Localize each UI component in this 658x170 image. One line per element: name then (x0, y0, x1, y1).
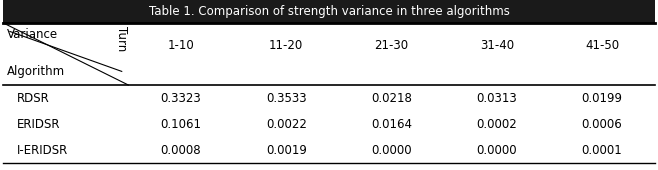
Text: 0.0000: 0.0000 (476, 144, 517, 157)
Text: 0.0000: 0.0000 (371, 144, 412, 157)
Text: 21-30: 21-30 (374, 39, 409, 52)
Text: I-ERIDSR: I-ERIDSR (16, 144, 68, 157)
Text: 0.3323: 0.3323 (161, 91, 201, 105)
Text: ERIDSR: ERIDSR (16, 118, 60, 131)
Text: 0.0313: 0.0313 (476, 91, 517, 105)
Text: 31-40: 31-40 (480, 39, 514, 52)
Text: 0.0006: 0.0006 (582, 118, 622, 131)
Text: Variance: Variance (7, 28, 58, 41)
Text: 0.3533: 0.3533 (266, 91, 307, 105)
Text: Table 1. Comparison of strength variance in three algorithms: Table 1. Comparison of strength variance… (149, 5, 509, 18)
Text: Turn: Turn (115, 26, 128, 52)
Bar (3, 0, 655, 23)
Text: 1-10: 1-10 (168, 39, 194, 52)
Text: Algorithm: Algorithm (7, 65, 64, 78)
Text: 0.1061: 0.1061 (161, 118, 201, 131)
Text: 0.0019: 0.0019 (266, 144, 307, 157)
Text: 0.0218: 0.0218 (371, 91, 412, 105)
Text: 0.0001: 0.0001 (582, 144, 622, 157)
Text: 11-20: 11-20 (269, 39, 303, 52)
Text: 41-50: 41-50 (585, 39, 619, 52)
Text: 0.0008: 0.0008 (161, 144, 201, 157)
Text: 0.0199: 0.0199 (582, 91, 622, 105)
Text: 0.0002: 0.0002 (476, 118, 517, 131)
Text: 0.0164: 0.0164 (371, 118, 412, 131)
Text: 0.0022: 0.0022 (266, 118, 307, 131)
Text: RDSR: RDSR (16, 91, 49, 105)
